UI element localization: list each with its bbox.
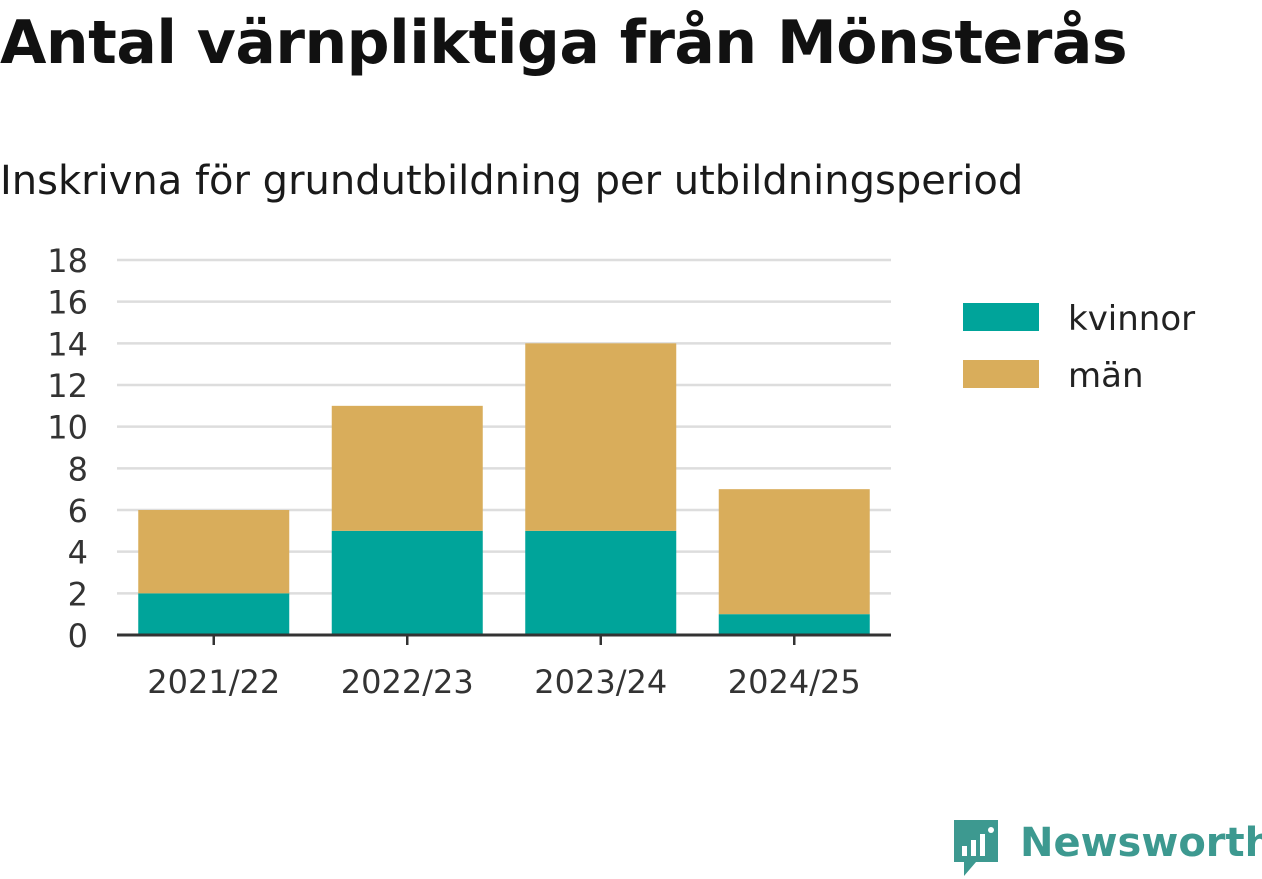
bar-män-2022-23 [331, 405, 483, 531]
legend-swatch-kvinnor [963, 303, 1039, 331]
y-tick-label: 10 [47, 409, 88, 447]
logo-text: Newsworthy [1020, 820, 1262, 866]
y-tick-label: 8 [68, 450, 88, 488]
y-tick-label: 18 [47, 242, 88, 280]
x-tick-label: 2024/25 [728, 663, 861, 701]
bar-män-2021-22 [138, 510, 290, 594]
y-tick-label: 16 [47, 284, 88, 322]
legend-label-kvinnor: kvinnor [1068, 299, 1195, 339]
legend-swatch-män [963, 360, 1039, 388]
chart-subtitle: Inskrivna för grundutbildning per utbild… [0, 158, 1024, 204]
bar-kvinnor-2024-25 [718, 614, 870, 635]
newsworthy-logo-icon [954, 820, 998, 876]
newsworthy-logo: Newsworthy [950, 818, 1262, 878]
legend: kvinnor män [963, 299, 1195, 396]
bar-män-2024-25 [718, 489, 870, 615]
bars [138, 343, 870, 635]
x-tick-label: 2023/24 [534, 663, 667, 701]
legend-label-män: män [1068, 356, 1144, 396]
bar-kvinnor-2023-24 [525, 530, 677, 635]
y-tick-label: 12 [47, 367, 88, 405]
y-tick-label: 0 [68, 617, 88, 655]
x-tick-label: 2022/23 [341, 663, 474, 701]
y-tick-label: 2 [68, 575, 88, 613]
x-axis-ticks: 2021/22 2022/23 2023/24 2024/25 [147, 635, 861, 701]
y-tick-label: 14 [47, 325, 88, 363]
x-tick-label: 2021/22 [147, 663, 280, 701]
gridlines [117, 258, 891, 595]
bar-män-2023-24 [525, 343, 677, 531]
bar-kvinnor-2021-22 [138, 593, 290, 635]
y-tick-label: 6 [68, 492, 88, 530]
y-tick-label: 4 [68, 534, 88, 572]
chart-title: Antal värnpliktiga från Mönsterås [0, 8, 1128, 78]
bar-kvinnor-2022-23 [331, 530, 483, 635]
